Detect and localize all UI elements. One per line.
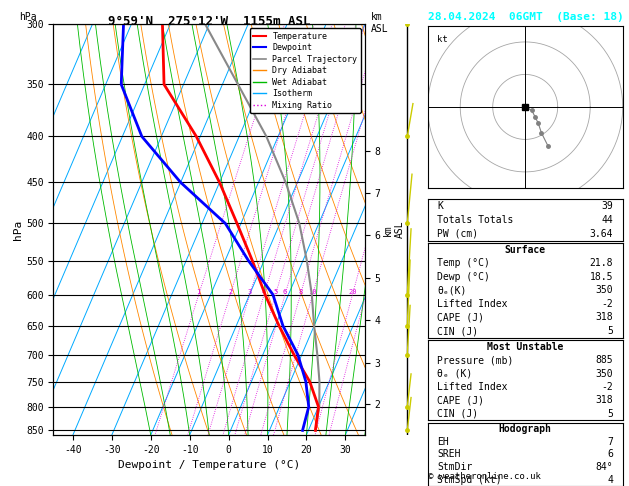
Text: km
ASL: km ASL — [371, 12, 389, 34]
Text: 318: 318 — [595, 395, 613, 405]
Text: 8: 8 — [298, 289, 303, 295]
Text: 10: 10 — [308, 289, 317, 295]
Text: -2: -2 — [601, 382, 613, 392]
Text: 885: 885 — [595, 355, 613, 365]
Text: 318: 318 — [595, 312, 613, 323]
Text: 84°: 84° — [595, 462, 613, 472]
Text: Dewp (°C): Dewp (°C) — [438, 272, 491, 282]
Text: StmSpd (kt): StmSpd (kt) — [438, 475, 502, 485]
Text: 6: 6 — [607, 450, 613, 459]
Legend: Temperature, Dewpoint, Parcel Trajectory, Dry Adiabat, Wet Adiabat, Isotherm, Mi: Temperature, Dewpoint, Parcel Trajectory… — [250, 29, 360, 113]
Text: 6: 6 — [283, 289, 287, 295]
Text: CAPE (J): CAPE (J) — [438, 395, 484, 405]
Text: Most Unstable: Most Unstable — [487, 342, 564, 352]
Text: 44: 44 — [601, 215, 613, 225]
Text: kt: kt — [438, 35, 448, 44]
Text: 28.04.2024  06GMT  (Base: 18): 28.04.2024 06GMT (Base: 18) — [428, 12, 623, 22]
Text: SREH: SREH — [438, 450, 461, 459]
Text: 7: 7 — [607, 437, 613, 447]
Text: Temp (°C): Temp (°C) — [438, 258, 491, 268]
Text: 3.64: 3.64 — [589, 229, 613, 239]
Text: 350: 350 — [595, 285, 613, 295]
Text: K: K — [438, 201, 443, 211]
Text: hPa: hPa — [19, 12, 36, 22]
Text: 350: 350 — [595, 368, 613, 379]
Y-axis label: hPa: hPa — [13, 220, 23, 240]
Text: StmDir: StmDir — [438, 462, 473, 472]
Text: CIN (J): CIN (J) — [438, 409, 479, 419]
Text: 2: 2 — [228, 289, 232, 295]
Text: 4: 4 — [607, 475, 613, 485]
Text: 5: 5 — [274, 289, 277, 295]
Text: Pressure (mb): Pressure (mb) — [438, 355, 514, 365]
Text: PW (cm): PW (cm) — [438, 229, 479, 239]
Text: θₑ (K): θₑ (K) — [438, 368, 473, 379]
Text: 1: 1 — [197, 289, 201, 295]
Text: CIN (J): CIN (J) — [438, 326, 479, 336]
Text: 20: 20 — [348, 289, 357, 295]
Text: CAPE (J): CAPE (J) — [438, 312, 484, 323]
Y-axis label: km
ASL: km ASL — [383, 221, 405, 239]
Text: 39: 39 — [601, 201, 613, 211]
Text: Lifted Index: Lifted Index — [438, 299, 508, 309]
Text: Surface: Surface — [504, 245, 546, 255]
Text: Lifted Index: Lifted Index — [438, 382, 508, 392]
Text: 5: 5 — [607, 326, 613, 336]
Text: Totals Totals: Totals Totals — [438, 215, 514, 225]
X-axis label: Dewpoint / Temperature (°C): Dewpoint / Temperature (°C) — [118, 460, 300, 470]
Text: -2: -2 — [601, 299, 613, 309]
Text: 3: 3 — [248, 289, 252, 295]
Text: 21.8: 21.8 — [589, 258, 613, 268]
Text: Hodograph: Hodograph — [499, 424, 552, 434]
Text: 5: 5 — [607, 409, 613, 419]
Text: © weatheronline.co.uk: © weatheronline.co.uk — [428, 472, 540, 481]
Text: θₑ(K): θₑ(K) — [438, 285, 467, 295]
Text: 18.5: 18.5 — [589, 272, 613, 282]
Text: EH: EH — [438, 437, 449, 447]
Text: 4: 4 — [262, 289, 266, 295]
Text: 9°59'N  275°12'W  1155m ASL: 9°59'N 275°12'W 1155m ASL — [108, 15, 310, 28]
